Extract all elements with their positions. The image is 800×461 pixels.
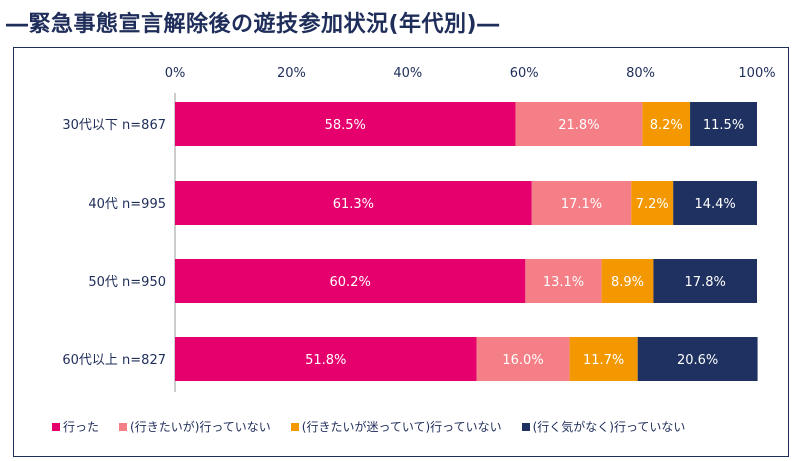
data-label: 61.3%: [333, 197, 374, 212]
data-label: 60.2%: [330, 275, 371, 290]
bar-segment: [175, 259, 526, 303]
bar-segment: [175, 181, 532, 225]
bar-segment: [653, 259, 757, 303]
x-tick-label: 80%: [626, 66, 655, 81]
data-label: 17.1%: [561, 197, 602, 212]
data-label: 51.8%: [305, 353, 346, 368]
bar-segment: [673, 181, 757, 225]
data-label: 8.2%: [650, 118, 683, 133]
data-label: 11.5%: [703, 118, 744, 133]
legend-item-want-not-went: (行きたいが)行っていない: [119, 418, 271, 435]
bar-segment: [476, 337, 570, 381]
category-label: 30代以下 n=867: [62, 118, 166, 133]
bar-segment: [637, 337, 758, 381]
data-label: 20.6%: [677, 353, 718, 368]
bar-segment: [515, 102, 643, 146]
data-label: 11.7%: [583, 353, 624, 368]
legend-label-no-intention: (行く気がなく)行っていない: [532, 420, 686, 434]
category-label: 40代 n=995: [88, 197, 166, 212]
bar-segment: [690, 102, 757, 146]
data-label: 16.0%: [502, 353, 543, 368]
x-tick-label: 40%: [393, 66, 422, 81]
bar-segment: [175, 102, 516, 146]
data-label: 7.2%: [636, 197, 669, 212]
chart-title: ―緊急事態宣言解除後の遊技参加状況(年代別)―: [6, 12, 500, 37]
chart-frame: [13, 47, 789, 457]
category-label: 50代 n=950: [88, 275, 166, 290]
x-tick-label: 0%: [165, 66, 186, 81]
legend-label-hesitating: (行きたいが迷っていて)行っていない: [301, 420, 502, 434]
category-label: 60代以上 n=827: [62, 353, 166, 368]
bar-segment: [525, 259, 602, 303]
legend-swatch-want-not-went: [119, 422, 128, 431]
data-label: 13.1%: [543, 275, 584, 290]
legend: 行った (行きたいが)行っていない (行きたいが迷っていて)行っていない (行く…: [52, 418, 685, 435]
x-tick-label: 100%: [738, 66, 775, 81]
data-label: 21.8%: [558, 118, 599, 133]
bar-segment: [175, 337, 477, 381]
legend-swatch-went: [52, 422, 60, 431]
legend-item-went: 行った: [52, 418, 99, 435]
legend-label-want-not-went: (行きたいが)行っていない: [130, 420, 271, 434]
bar-segment: [631, 181, 674, 225]
bar-segment: [601, 259, 654, 303]
legend-item-no-intention: (行く気がなく)行っていない: [521, 418, 686, 435]
data-label: 17.8%: [685, 275, 726, 290]
legend-label-went: 行った: [63, 420, 100, 434]
x-tick-label: 60%: [510, 66, 539, 81]
data-label: 14.4%: [694, 197, 735, 212]
data-label: 58.5%: [325, 118, 366, 133]
x-tick-label: 20%: [277, 66, 306, 81]
legend-swatch-hesitating: [290, 422, 299, 431]
bar-segment: [642, 102, 691, 146]
bar-segment: [531, 181, 632, 225]
legend-swatch-no-intention: [521, 422, 530, 431]
data-label: 8.9%: [611, 275, 644, 290]
bar-segment: [569, 337, 638, 381]
legend-item-hesitating: (行きたいが迷っていて)行っていない: [290, 418, 502, 435]
